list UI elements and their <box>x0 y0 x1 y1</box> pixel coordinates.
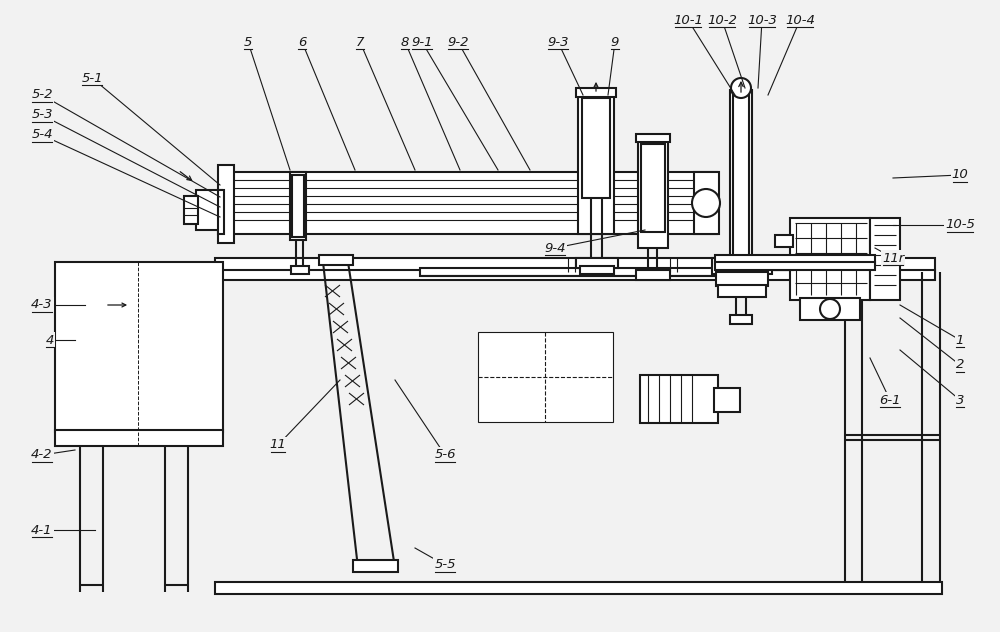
Bar <box>636 270 670 280</box>
Text: 4: 4 <box>46 334 54 346</box>
Text: 9: 9 <box>611 35 619 49</box>
Circle shape <box>692 189 720 217</box>
Text: 5-5: 5-5 <box>434 559 456 571</box>
Bar <box>55 430 223 446</box>
Text: 1: 1 <box>956 334 964 346</box>
Bar <box>578 94 614 234</box>
Text: 4-1: 4-1 <box>31 523 53 537</box>
Bar <box>715 255 875 264</box>
Bar <box>478 332 613 422</box>
Text: 10: 10 <box>952 169 968 181</box>
Text: 6-1: 6-1 <box>879 394 901 406</box>
Text: 9-3: 9-3 <box>547 35 569 49</box>
Bar <box>694 172 719 234</box>
Bar <box>55 262 223 432</box>
Bar <box>790 218 870 300</box>
Bar <box>718 285 766 297</box>
Bar <box>775 235 793 247</box>
Text: 5-1: 5-1 <box>81 71 103 85</box>
Bar <box>638 140 668 248</box>
Bar <box>800 298 860 320</box>
Text: 4-3: 4-3 <box>31 298 53 312</box>
Bar <box>353 560 398 572</box>
Text: 3: 3 <box>956 394 964 406</box>
Text: 5-2: 5-2 <box>31 88 53 102</box>
Text: 10-4: 10-4 <box>785 13 815 27</box>
Circle shape <box>820 299 840 319</box>
Bar <box>291 266 309 274</box>
Text: 2: 2 <box>956 358 964 372</box>
Text: 9-1: 9-1 <box>411 35 433 49</box>
Text: 5-3: 5-3 <box>31 109 53 121</box>
Bar <box>730 90 752 290</box>
Text: 5-4: 5-4 <box>31 128 53 142</box>
Bar <box>215 582 942 594</box>
Bar <box>641 144 665 232</box>
Text: 7: 7 <box>356 35 364 49</box>
Text: 9-4: 9-4 <box>544 241 566 255</box>
Text: 9-2: 9-2 <box>447 35 469 49</box>
Text: 10-2: 10-2 <box>707 13 737 27</box>
Text: 8: 8 <box>401 35 409 49</box>
Bar <box>222 172 717 234</box>
Bar <box>714 388 740 412</box>
Bar <box>733 94 749 259</box>
Bar <box>576 258 618 268</box>
Bar <box>870 218 900 300</box>
Bar <box>184 196 198 224</box>
Text: 10-1: 10-1 <box>673 13 703 27</box>
Text: 6: 6 <box>298 35 306 49</box>
Bar <box>218 190 224 234</box>
Bar <box>290 172 306 240</box>
Bar <box>196 190 222 230</box>
Bar <box>582 98 610 198</box>
Bar <box>775 258 793 270</box>
Bar <box>215 270 935 280</box>
Bar <box>218 165 234 243</box>
Bar <box>580 266 614 274</box>
Text: 11r: 11r <box>882 252 904 265</box>
Bar <box>636 134 670 142</box>
Bar <box>215 258 935 272</box>
Bar <box>715 262 875 270</box>
Bar <box>640 375 718 423</box>
Bar <box>716 272 768 286</box>
Text: 5: 5 <box>244 35 252 49</box>
Bar <box>319 255 353 265</box>
Bar <box>730 315 752 324</box>
Bar <box>420 268 715 276</box>
Text: 10-3: 10-3 <box>747 13 777 27</box>
Text: 5-6: 5-6 <box>434 449 456 461</box>
Bar <box>292 175 304 237</box>
Text: 11: 11 <box>270 439 286 451</box>
Bar <box>576 88 616 97</box>
Text: 4-2: 4-2 <box>31 449 53 461</box>
Text: 10-5: 10-5 <box>945 219 975 231</box>
Bar <box>712 258 772 274</box>
Circle shape <box>731 78 751 98</box>
